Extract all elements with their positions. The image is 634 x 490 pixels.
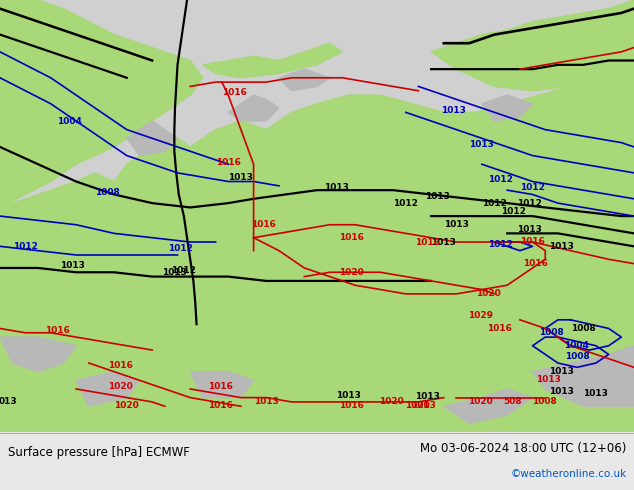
Text: 1020: 1020 xyxy=(108,382,133,392)
Text: 1012: 1012 xyxy=(488,175,514,184)
Text: 1013: 1013 xyxy=(60,261,86,270)
Text: 1016: 1016 xyxy=(339,233,365,242)
Text: 1020: 1020 xyxy=(404,401,430,410)
Text: ©weatheronline.co.uk: ©weatheronline.co.uk xyxy=(510,469,626,479)
Polygon shape xyxy=(127,121,178,156)
Polygon shape xyxy=(533,346,634,406)
Text: 1012: 1012 xyxy=(488,240,514,249)
Text: 1013: 1013 xyxy=(469,140,495,149)
Text: 1016: 1016 xyxy=(216,158,241,167)
Text: 1020: 1020 xyxy=(379,396,404,406)
Text: 1016: 1016 xyxy=(523,259,548,268)
Polygon shape xyxy=(444,389,533,423)
Polygon shape xyxy=(0,69,634,432)
Text: 508: 508 xyxy=(503,396,522,406)
Text: 1013: 1013 xyxy=(536,375,561,384)
Text: 1020: 1020 xyxy=(468,396,493,406)
Text: 1012: 1012 xyxy=(393,198,418,208)
Text: 1013: 1013 xyxy=(411,401,436,410)
Text: 1012: 1012 xyxy=(501,207,526,216)
Text: 013: 013 xyxy=(0,396,17,406)
Text: 1012: 1012 xyxy=(517,198,542,208)
Text: 1013: 1013 xyxy=(162,268,187,277)
Text: 1008: 1008 xyxy=(571,324,596,333)
Text: 1013: 1013 xyxy=(228,172,254,182)
Text: 1013: 1013 xyxy=(548,242,574,251)
Text: 1008: 1008 xyxy=(564,352,590,361)
Text: 1013: 1013 xyxy=(425,192,450,201)
Polygon shape xyxy=(76,372,139,406)
Text: 1016: 1016 xyxy=(520,237,545,245)
Polygon shape xyxy=(0,0,203,207)
Polygon shape xyxy=(482,95,533,121)
Text: 1013: 1013 xyxy=(517,224,542,234)
Text: 1008: 1008 xyxy=(95,188,120,197)
Text: 1016: 1016 xyxy=(108,361,133,369)
Polygon shape xyxy=(228,95,279,121)
Text: 1008: 1008 xyxy=(539,328,564,337)
Text: 1013: 1013 xyxy=(583,389,609,398)
Text: 1020: 1020 xyxy=(339,268,365,277)
Text: 1008: 1008 xyxy=(531,396,557,406)
Polygon shape xyxy=(279,69,330,91)
Text: 1013: 1013 xyxy=(323,183,349,193)
Text: 1012: 1012 xyxy=(520,183,545,193)
Text: 1013: 1013 xyxy=(444,220,469,229)
Text: Surface pressure [hPa] ECMWF: Surface pressure [hPa] ECMWF xyxy=(8,446,190,459)
Text: 1013: 1013 xyxy=(254,396,279,406)
Text: 1013: 1013 xyxy=(548,387,574,395)
Text: 1016: 1016 xyxy=(222,88,247,98)
Polygon shape xyxy=(203,43,342,78)
Text: 1020: 1020 xyxy=(476,290,501,298)
Text: 1016: 1016 xyxy=(415,239,441,247)
Text: 1016: 1016 xyxy=(208,401,233,410)
Polygon shape xyxy=(190,372,254,397)
Polygon shape xyxy=(431,0,634,91)
Text: 1013: 1013 xyxy=(441,106,466,115)
Text: 1004: 1004 xyxy=(564,341,590,350)
Polygon shape xyxy=(0,337,76,372)
Text: 1012: 1012 xyxy=(171,266,197,274)
Text: 1013: 1013 xyxy=(336,391,361,400)
Text: 1012: 1012 xyxy=(482,198,507,208)
Text: 1016: 1016 xyxy=(208,382,233,392)
Text: 1020: 1020 xyxy=(114,401,139,410)
Text: 1013: 1013 xyxy=(415,392,441,401)
Text: 1012: 1012 xyxy=(13,242,38,251)
Text: 1013: 1013 xyxy=(431,238,456,246)
Text: Mo 03-06-2024 18:00 UTC (12+06): Mo 03-06-2024 18:00 UTC (12+06) xyxy=(420,442,626,455)
Text: 1029: 1029 xyxy=(468,311,493,320)
Text: 1016: 1016 xyxy=(250,220,276,229)
Text: 1016: 1016 xyxy=(487,324,512,333)
Text: 1016: 1016 xyxy=(44,326,70,335)
Text: 1013: 1013 xyxy=(548,367,574,376)
Text: 1012: 1012 xyxy=(168,244,193,253)
Text: 1004: 1004 xyxy=(57,117,82,125)
Text: 1016: 1016 xyxy=(339,401,365,410)
